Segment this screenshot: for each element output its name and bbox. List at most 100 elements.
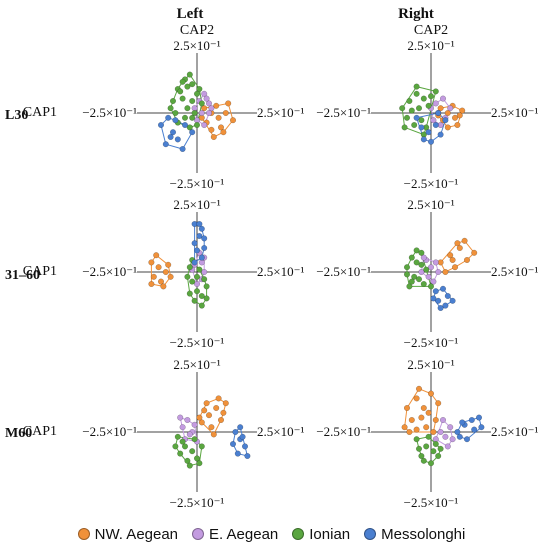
- data-point-e-aegean: [205, 100, 213, 107]
- data-point-ionian: [193, 288, 201, 295]
- data-point-messolonghi: [420, 136, 427, 143]
- data-point-nw-aegean: [210, 431, 217, 438]
- data-point-e-aegean: [177, 414, 184, 421]
- data-point-nw-aegean: [423, 424, 430, 431]
- data-point-ionian: [413, 90, 420, 97]
- data-point-e-aegean: [203, 95, 210, 102]
- data-point-ionian: [413, 83, 420, 90]
- data-point-messolonghi: [437, 304, 444, 312]
- data-point-e-aegean: [447, 424, 454, 431]
- data-point-nw-aegean: [447, 252, 454, 259]
- data-point-nw-aegean: [213, 404, 220, 412]
- data-point-e-aegean: [191, 421, 198, 428]
- legend-item-messolonghi: Messolonghi: [364, 526, 465, 543]
- data-point-ionian: [186, 290, 193, 297]
- data-point-messolonghi: [201, 235, 208, 242]
- data-point-ionian: [418, 117, 425, 124]
- data-point-messolonghi: [442, 117, 449, 124]
- row-title-m60: M60: [5, 426, 33, 441]
- x-axis-title: CAP1: [22, 264, 57, 279]
- data-point-messolonghi: [157, 121, 165, 129]
- data-point-ionian: [413, 436, 420, 443]
- data-point-nw-aegean: [471, 249, 478, 256]
- data-point-ionian: [193, 121, 201, 129]
- data-point-nw-aegean: [203, 400, 210, 407]
- data-point-ionian: [177, 88, 184, 95]
- data-point-messolonghi: [475, 414, 483, 421]
- data-point-messolonghi: [471, 426, 478, 433]
- data-point-messolonghi: [418, 124, 425, 131]
- data-point-nw-aegean: [208, 126, 215, 133]
- data-point-e-aegean: [201, 268, 208, 276]
- data-point-ionian: [184, 457, 191, 464]
- data-point-nw-aegean: [427, 390, 435, 397]
- x-tick-right: 2.5×10⁻¹: [257, 264, 305, 279]
- data-point-e-aegean: [432, 259, 439, 266]
- data-point-ionian: [420, 280, 427, 288]
- data-point-ionian: [418, 452, 425, 460]
- data-point-nw-aegean: [403, 404, 411, 412]
- data-point-ionian: [172, 109, 179, 117]
- data-point-messolonghi: [444, 292, 451, 300]
- data-point-nw-aegean: [459, 107, 466, 114]
- data-point-ionian: [184, 273, 191, 280]
- y-tick-bottom: −2.5×10⁻¹: [169, 335, 225, 350]
- data-point-messolonghi: [198, 225, 205, 232]
- panel-4: [371, 212, 491, 332]
- data-point-messolonghi: [181, 121, 189, 129]
- data-point-e-aegean: [420, 254, 427, 261]
- x-tick-right: 2.5×10⁻¹: [491, 264, 539, 279]
- data-point-ionian: [181, 114, 189, 121]
- data-point-e-aegean: [186, 431, 193, 438]
- data-point-messolonghi: [191, 259, 198, 266]
- data-point-messolonghi: [234, 450, 241, 457]
- data-point-nw-aegean: [208, 424, 215, 431]
- data-point-ionian: [413, 247, 420, 254]
- data-point-messolonghi: [189, 129, 196, 136]
- data-point-e-aegean: [201, 90, 208, 97]
- y-tick-bottom: −2.5×10⁻¹: [169, 495, 225, 510]
- data-point-nw-aegean: [454, 121, 461, 129]
- data-point-messolonghi: [463, 436, 471, 443]
- data-point-nw-aegean: [454, 240, 461, 247]
- data-point-e-aegean: [198, 109, 205, 117]
- data-point-messolonghi: [432, 121, 439, 129]
- data-point-nw-aegean: [415, 385, 423, 392]
- data-point-ionian: [403, 264, 411, 271]
- data-point-messolonghi: [456, 433, 463, 440]
- data-point-ionian: [181, 443, 189, 450]
- data-point-ionian: [172, 443, 179, 450]
- x-axis-title: CAP1: [22, 105, 57, 120]
- panel-2: [371, 53, 491, 173]
- data-point-messolonghi: [413, 114, 420, 121]
- data-point-ionian: [427, 460, 435, 467]
- data-point-messolonghi: [442, 302, 449, 309]
- data-point-ionian: [179, 438, 186, 445]
- legend: NW. Aegean E. Aegean Ionian Messolonghi: [0, 522, 543, 546]
- data-point-messolonghi: [162, 141, 169, 148]
- legend-swatch-nw-aegean: [77, 528, 90, 540]
- column-title-right: Right: [398, 6, 434, 22]
- x-tick-right: 2.5×10⁻¹: [491, 105, 539, 120]
- legend-item-nw-aegean: NW. Aegean: [77, 526, 178, 543]
- cap-panels: [137, 53, 491, 492]
- data-point-messolonghi: [193, 247, 201, 254]
- data-point-nw-aegean: [442, 268, 449, 276]
- data-point-nw-aegean: [463, 256, 471, 264]
- data-point-ionian: [186, 124, 193, 131]
- data-point-e-aegean: [179, 424, 186, 431]
- data-point-e-aegean: [444, 443, 451, 450]
- data-point-ionian: [408, 107, 415, 114]
- data-point-nw-aegean: [461, 237, 468, 244]
- legend-item-ionian: Ionian: [292, 526, 350, 543]
- data-point-messolonghi: [191, 240, 198, 247]
- legend-swatch-e-aegean: [192, 528, 205, 540]
- data-point-nw-aegean: [420, 404, 427, 412]
- data-point-ionian: [411, 273, 418, 280]
- y-tick-bottom: −2.5×10⁻¹: [169, 176, 225, 191]
- data-point-messolonghi: [232, 428, 239, 436]
- data-point-messolonghi: [430, 295, 437, 302]
- data-point-nw-aegean: [430, 428, 437, 436]
- data-point-ionian: [408, 254, 415, 261]
- data-point-ionian: [184, 105, 191, 112]
